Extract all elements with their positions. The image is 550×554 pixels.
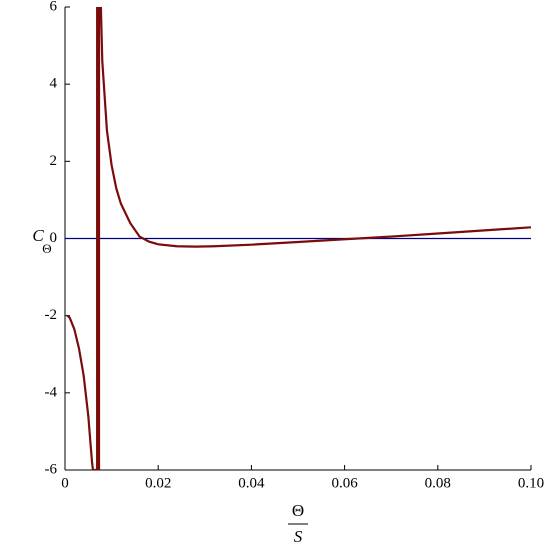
x-tick-label: 0.06 <box>331 475 358 491</box>
x-tick-label: 0.08 <box>425 475 451 491</box>
y-axis-label-subscript: Θ <box>42 241 51 256</box>
x-axis-label-denominator: S <box>294 527 303 546</box>
line-series <box>66 7 531 470</box>
y-tick-label: 2 <box>50 153 58 169</box>
x-tick-label: 0.10 <box>518 475 544 491</box>
x-tick-label: 0.02 <box>145 475 171 491</box>
y-tick-label: 4 <box>50 76 58 92</box>
y-tick-label: -2 <box>45 307 58 323</box>
x-tick-label: 0.04 <box>238 475 265 491</box>
y-tick-label: -6 <box>45 461 58 477</box>
x-axis-label-numerator: Θ <box>292 501 304 520</box>
y-tick-label: 6 <box>50 0 58 14</box>
y-tick-label: 0 <box>50 230 58 246</box>
y-axis-label: C <box>32 226 44 245</box>
x-tick-label: 0 <box>61 475 69 491</box>
y-tick-label: -4 <box>45 384 58 400</box>
